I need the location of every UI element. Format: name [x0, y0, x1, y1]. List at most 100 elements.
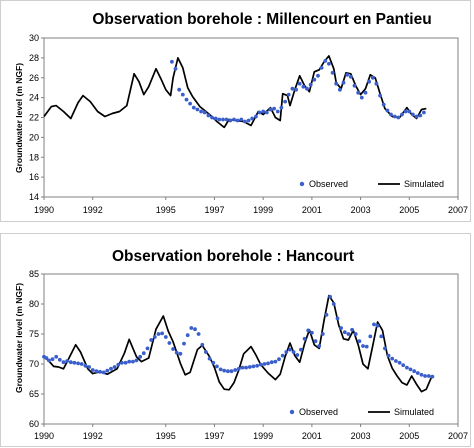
observed-point [233, 368, 238, 372]
x-tick-label: 2001 [302, 205, 322, 215]
y-tick-label: 14 [29, 192, 39, 202]
observed-point [79, 362, 84, 366]
observed-point [330, 70, 335, 75]
y-axis-label: Groundwater level (m NGF) [14, 283, 24, 393]
x-tick-label: 2003 [351, 431, 371, 441]
observed-point [105, 368, 110, 373]
observed-point [87, 365, 91, 369]
observed-point [407, 109, 412, 114]
chart-millencourt: Observation borehole : Millencourt en Pa… [14, 11, 468, 215]
y-tick-label: 16 [29, 172, 39, 182]
observed-point [160, 331, 165, 336]
observed-point [202, 110, 207, 115]
observed-point [288, 347, 292, 352]
observed-point [392, 114, 397, 119]
observed-point [390, 356, 395, 361]
observed-point [328, 294, 332, 299]
observed-point [335, 316, 340, 321]
observed-point [411, 112, 415, 117]
observed-point [383, 346, 387, 351]
x-tick-label: 1999 [253, 205, 273, 215]
y-tick-label: 70 [29, 359, 39, 369]
observed-point [123, 360, 128, 365]
observed-point [251, 364, 256, 369]
observed-point [334, 81, 339, 86]
observed-point [195, 107, 200, 112]
observed-point [224, 117, 229, 122]
x-tick-label: 2005 [399, 205, 419, 215]
observed-point [305, 86, 309, 91]
observed-point [357, 339, 362, 344]
observed-point [61, 360, 66, 365]
observed-point [396, 115, 401, 120]
observed-point [98, 369, 102, 374]
observed-point [286, 92, 291, 97]
observed-point [342, 330, 347, 335]
legend-marker-observed [289, 409, 295, 415]
observed-point [422, 110, 426, 115]
y-tick-label: 80 [29, 299, 39, 309]
observed-point [414, 114, 419, 119]
observed-point [375, 323, 380, 328]
chart-title: Observation borehole : Hancourt [112, 248, 354, 265]
observed-point [229, 369, 234, 374]
observed-point [379, 334, 384, 339]
y-tick-label: 26 [29, 73, 39, 83]
observed-point [116, 362, 121, 367]
observed-point [361, 344, 365, 348]
observed-point [57, 357, 62, 362]
observed-point [415, 371, 420, 375]
observed-point [312, 77, 317, 82]
observed-point [170, 59, 174, 64]
series-line-simulated [43, 294, 432, 393]
observed-point [331, 302, 336, 306]
observed-point [193, 327, 197, 332]
panel-frame-2 [0, 233, 471, 447]
observed-point [272, 106, 276, 111]
observed-point [306, 328, 311, 333]
observed-point [254, 114, 258, 119]
x-tick-label: 2001 [302, 431, 322, 441]
x-tick-label: 1992 [83, 205, 103, 215]
observed-point [372, 322, 376, 327]
observed-point [412, 369, 417, 374]
observed-point [338, 87, 342, 92]
observed-point [149, 338, 154, 342]
observed-point [240, 365, 245, 370]
observed-point [401, 363, 406, 368]
legend-label-observed: Observed [299, 407, 338, 417]
y-tick-label: 30 [29, 33, 39, 43]
x-tick-label: 2007 [448, 205, 468, 215]
observed-point [217, 117, 222, 122]
observed-point [418, 113, 423, 118]
y-tick-label: 18 [29, 152, 39, 162]
y-tick-label: 20 [29, 132, 39, 142]
x-tick-label: 1995 [156, 431, 176, 441]
observed-point [239, 117, 244, 122]
observed-point [273, 359, 278, 364]
observed-point [221, 117, 225, 122]
observed-point [302, 336, 307, 341]
observed-point [101, 370, 106, 375]
observed-point [316, 73, 320, 78]
observed-point [185, 333, 190, 338]
observed-point [320, 332, 325, 336]
observed-point [280, 353, 285, 358]
x-tick-label: 1995 [156, 205, 176, 215]
observed-point [363, 90, 368, 95]
legend-label-simulated: Simulated [394, 407, 434, 417]
observed-point [232, 117, 236, 122]
observed-point [94, 369, 99, 374]
observed-point [397, 360, 402, 365]
observed-point [297, 81, 302, 86]
observed-point [191, 105, 196, 110]
observed-point [196, 332, 201, 336]
observed-point [171, 347, 176, 351]
observed-point [188, 101, 193, 106]
observed-point [138, 354, 143, 359]
observed-point [152, 335, 157, 339]
observed-point [264, 110, 269, 115]
observed-point [359, 95, 364, 100]
observed-point [83, 363, 88, 368]
observed-point [313, 339, 318, 344]
